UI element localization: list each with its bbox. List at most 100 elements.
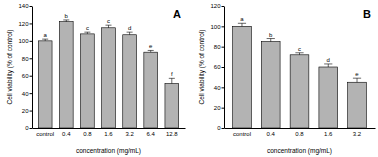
tick-label: 100 (18, 38, 29, 44)
tick-mark (222, 87, 225, 88)
tick-label: 3.2 (353, 131, 362, 137)
tick-label: 0.4 (267, 131, 276, 137)
y-axis: 0 20 40 60 80 100 120 140 (18, 3, 32, 131)
tick: 6.4 (147, 131, 156, 137)
tick: 0 (217, 125, 224, 131)
tick: 140 (18, 3, 32, 9)
significance-letter: c (298, 46, 301, 52)
panel: a b c d e 0 20 40 60 80 100 120 control 0.4 0.8 1.6 3.2 C… (198, 3, 376, 155)
tick: 0 (25, 125, 32, 131)
error-bar (295, 53, 303, 55)
tick: 20 (214, 105, 224, 111)
significance-letter: a (44, 32, 48, 38)
tick: 3.2 (125, 131, 134, 137)
error-bar (169, 78, 175, 83)
tick-label: 80 (214, 44, 221, 50)
tick: 100 (18, 38, 32, 44)
tick-label: 1.6 (324, 131, 333, 137)
bar (165, 84, 179, 128)
tick: 12.8 (166, 131, 178, 137)
tick-label: 40 (22, 91, 29, 97)
tick: 1.6 (104, 131, 113, 137)
significance-letter: f (171, 71, 173, 77)
error-bar (84, 32, 90, 34)
tick: 100 (210, 24, 224, 30)
x-axis: control 0.4 0.8 1.6 3.2 (225, 129, 376, 138)
tick: 0.4 (267, 131, 276, 137)
bar (81, 34, 95, 128)
axis-line (224, 7, 225, 129)
x-axis-title: concentration (mg/mL) (76, 147, 141, 155)
bar (102, 28, 116, 128)
tick-mark (30, 111, 33, 112)
error-bar (148, 50, 154, 52)
tick-label: 0 (25, 125, 29, 131)
tick-label: 120 (18, 21, 29, 27)
significance-letter: d (327, 57, 330, 63)
tick-label: 20 (22, 108, 29, 114)
tick: 1.6 (324, 131, 333, 137)
tick: 0.8 (295, 131, 304, 137)
error-bar (127, 32, 133, 35)
y-axis-title: Cell viability (% of control) (198, 30, 206, 105)
tick-mark (222, 67, 225, 68)
tick-label: 120 (210, 3, 221, 9)
bar (59, 22, 73, 128)
tick: control (36, 131, 54, 137)
y-axis: 0 20 40 60 80 100 120 (210, 3, 224, 131)
tick-mark (30, 41, 33, 42)
tick-mark (30, 128, 33, 129)
bar (233, 26, 252, 128)
tick-label: 12.8 (166, 131, 178, 137)
bar (38, 41, 52, 128)
tick-label: 0.8 (83, 131, 92, 137)
tick-mark (30, 23, 33, 24)
plot-area (233, 23, 367, 128)
tick-mark (222, 128, 225, 129)
axis-line (33, 128, 186, 129)
panel-label: B (363, 8, 371, 20)
significance-letter: e (355, 71, 359, 77)
tick-label: 0.4 (62, 131, 71, 137)
bar (261, 42, 280, 128)
tick-label: 20 (214, 105, 221, 111)
significance-letter: c (86, 25, 89, 31)
error-bar (105, 25, 111, 28)
tick-mark (30, 6, 33, 7)
tick-label: 0 (217, 125, 221, 131)
tick: 0.4 (62, 131, 71, 137)
significance-letter: a (240, 16, 244, 22)
x-axis: control 0.4 0.8 1.6 3.2 6.4 12.8 (33, 129, 186, 138)
axis-line (32, 7, 33, 129)
significance-letter: b (269, 32, 273, 38)
error-bar (353, 78, 361, 82)
tick-mark (30, 58, 33, 59)
tick-mark (222, 6, 225, 7)
tick-label: 3.2 (125, 131, 134, 137)
x-axis-title: concentration (mg/mL) (267, 147, 332, 155)
tick-label: control (36, 131, 54, 137)
tick: control (233, 131, 251, 137)
tick: 60 (22, 73, 32, 79)
error-bar (324, 64, 332, 67)
tick-mark (222, 47, 225, 48)
tick: 40 (22, 91, 32, 97)
significance-letter: e (149, 43, 153, 49)
tick-label: 100 (210, 24, 221, 30)
tick: 60 (214, 64, 224, 70)
significance-letter: d (128, 25, 131, 31)
tick: 120 (210, 3, 224, 9)
panel: abccdef020406080100120140control0.40.81.… (6, 3, 186, 155)
tick-label: 140 (18, 3, 29, 9)
bar (348, 82, 367, 128)
bar (290, 55, 309, 128)
tick: 40 (214, 85, 224, 91)
tick: 120 (18, 21, 32, 27)
bar (319, 67, 338, 128)
axis-line (225, 128, 376, 129)
y-axis-title: Cell viability (% of control) (6, 30, 14, 105)
tick-mark (30, 93, 33, 94)
tick-label: 80 (22, 56, 29, 62)
tick-mark (222, 26, 225, 27)
error-bar (267, 39, 275, 42)
